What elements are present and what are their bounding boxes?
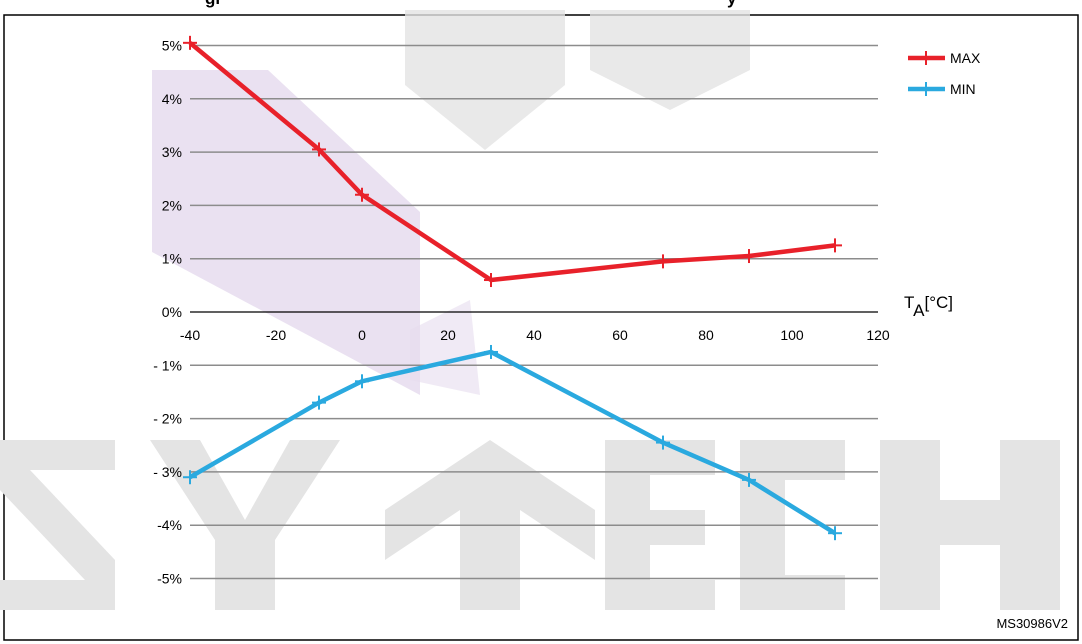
x-tick-label: 20 xyxy=(440,327,456,343)
legend-item-max: MAX xyxy=(908,50,981,66)
x-tick-label: -20 xyxy=(266,327,286,343)
x-tick-label: -40 xyxy=(180,327,200,343)
data-point-min xyxy=(355,374,369,389)
x-tick-label: 100 xyxy=(780,327,804,343)
watermark-letter-h xyxy=(880,440,1060,610)
data-point-max xyxy=(828,238,842,253)
x-axis-label-sub: A xyxy=(913,301,925,320)
data-point-min xyxy=(484,344,498,359)
watermark-group xyxy=(0,10,1060,610)
y-tick-label: - 2% xyxy=(153,411,182,427)
figure-id: MS30986V2 xyxy=(996,616,1068,631)
watermark-shape xyxy=(590,10,750,110)
data-point-max xyxy=(656,254,670,269)
title-fragment-left: gr xyxy=(205,0,222,8)
data-point-max xyxy=(742,249,756,264)
data-point-min xyxy=(656,435,670,450)
y-tick-label: 4% xyxy=(162,91,182,107)
watermark-letter-c xyxy=(740,440,845,610)
y-tick-label: -5% xyxy=(157,571,182,587)
data-point-max xyxy=(355,187,369,202)
x-axis-label-main: T xyxy=(904,293,914,312)
data-point-max xyxy=(484,273,498,288)
x-axis-label-unit: [°C] xyxy=(924,293,953,312)
y-tick-label: - 1% xyxy=(153,357,182,373)
title-fragment-right: y xyxy=(727,0,737,8)
data-point-min xyxy=(828,526,842,541)
watermark-shape xyxy=(410,300,480,395)
data-point-min xyxy=(312,395,326,410)
data-point-min xyxy=(742,472,756,487)
x-tick-label: 80 xyxy=(698,327,714,343)
watermark-shape xyxy=(152,70,420,395)
y-tick-label: -4% xyxy=(157,517,182,533)
watermark-letter-s xyxy=(0,440,115,610)
x-tick-label: 40 xyxy=(526,327,542,343)
data-point-min xyxy=(183,470,197,485)
data-point-max xyxy=(183,35,197,50)
x-axis-label: TA[°C] xyxy=(904,293,953,320)
x-tick-label: 120 xyxy=(866,327,890,343)
y-tick-label: 5% xyxy=(162,38,182,54)
y-tick-label: 1% xyxy=(162,251,182,267)
y-tick-label: 3% xyxy=(162,144,182,160)
y-tick-label: - 3% xyxy=(153,464,182,480)
y-tick-label: 2% xyxy=(162,197,182,213)
legend-label: MAX xyxy=(950,50,981,66)
legend-item-min: MIN xyxy=(908,81,976,97)
x-tick-label: 0 xyxy=(358,327,366,343)
y-tick-label: 0% xyxy=(162,304,182,320)
data-point-max xyxy=(312,142,326,157)
watermark-shape xyxy=(405,10,565,150)
x-tick-label: 60 xyxy=(612,327,628,343)
legend-label: MIN xyxy=(950,81,976,97)
